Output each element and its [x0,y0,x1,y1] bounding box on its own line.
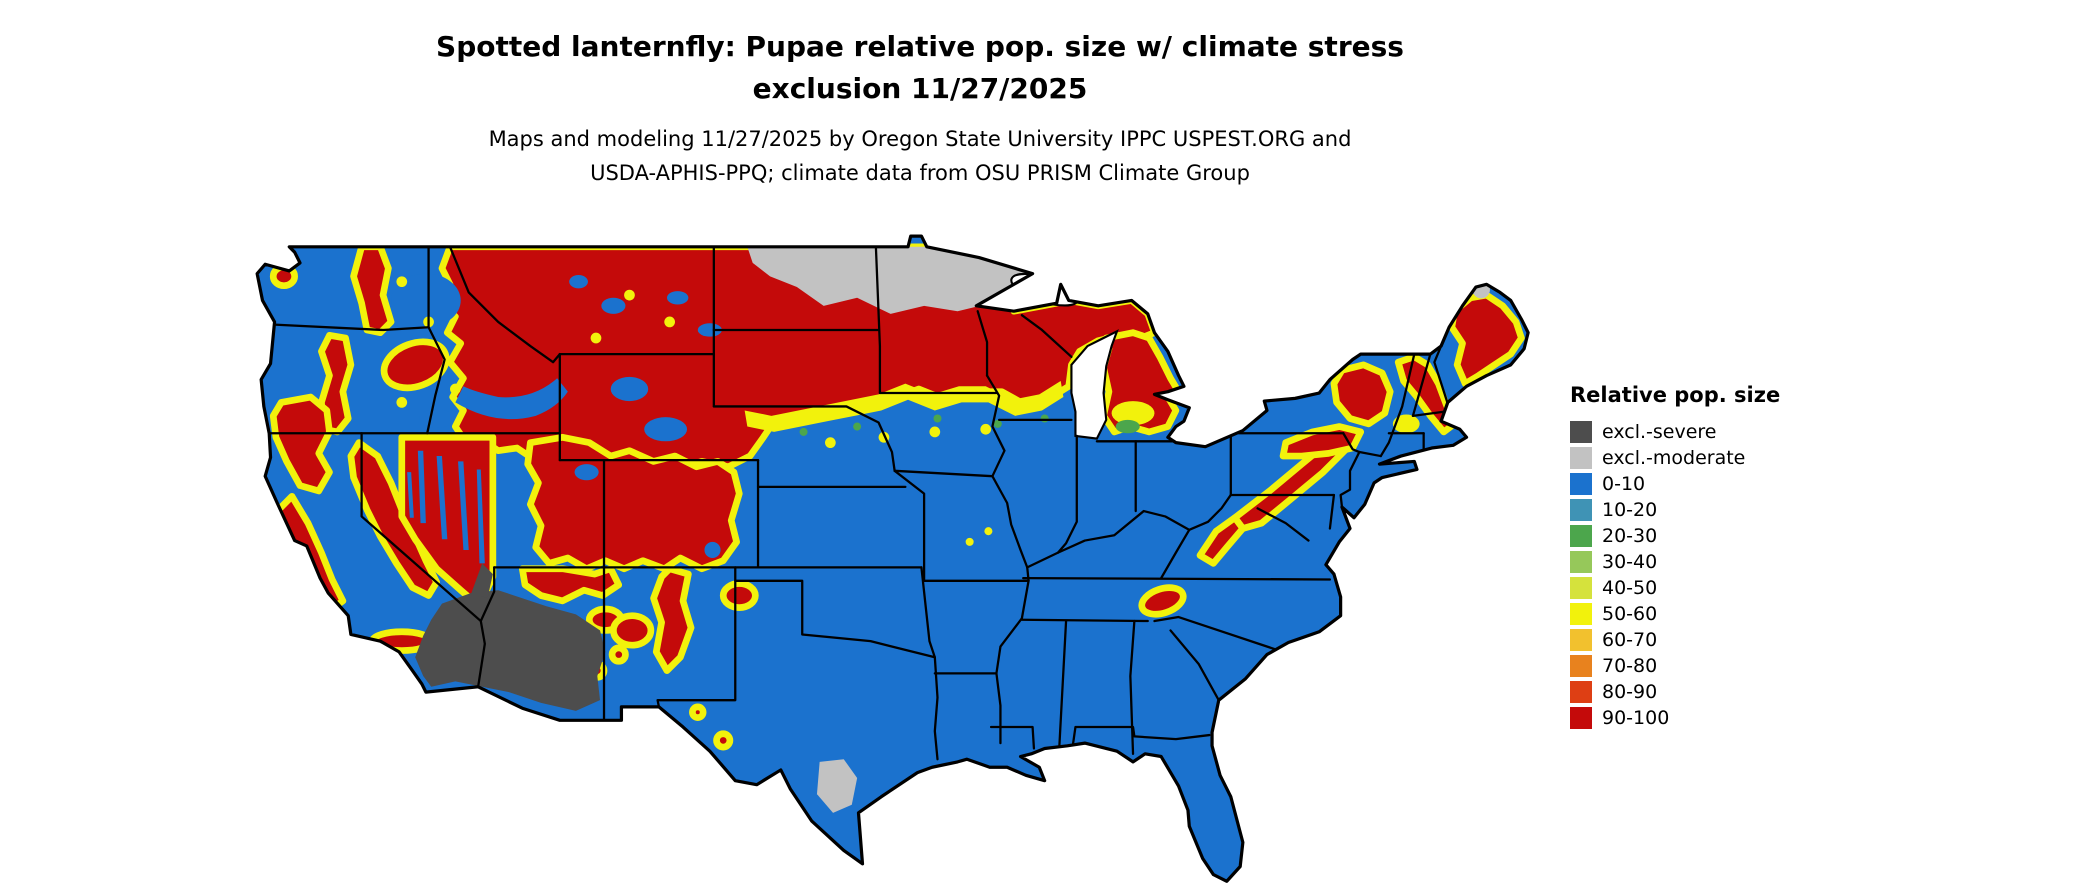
page-title: Spotted lanternfly: Pupae relative pop. … [0,26,1840,110]
legend-swatch [1570,525,1592,547]
legend-item: 0-10 [1570,471,1780,497]
page-subtitle-line1: Maps and modeling 11/27/2025 by Oregon S… [488,127,1352,151]
state-borders [268,245,1449,761]
legend-item: 30-40 [1570,549,1780,575]
legend-item: excl.-severe [1570,419,1780,445]
legend-item-label: 30-40 [1602,551,1658,573]
legend-swatch [1570,447,1592,469]
page-subtitle: Maps and modeling 11/27/2025 by Oregon S… [0,122,1840,190]
legend-swatch [1570,629,1592,651]
legend-item: 60-70 [1570,627,1780,653]
legend: Relative pop. size excl.-severe excl.-mo… [1570,383,1780,731]
legend-item: 70-80 [1570,653,1780,679]
legend-swatch [1570,655,1592,677]
legend-item-label: 50-60 [1602,603,1658,625]
legend-swatch [1570,551,1592,573]
map-exclusion-severe [415,563,606,711]
legend-swatch [1570,681,1592,703]
legend-item: 20-30 [1570,523,1780,549]
legend-item: excl.-moderate [1570,445,1780,471]
legend-item-label: 60-70 [1602,629,1658,651]
legend-swatch [1570,603,1592,625]
legend-item-label: 20-30 [1602,525,1658,547]
us-outline [255,234,1530,883]
legend-item: 50-60 [1570,601,1780,627]
legend-swatch [1570,707,1592,729]
legend-item-label: 10-20 [1602,499,1658,521]
legend-item: 80-90 [1570,679,1780,705]
legend-item-label: 40-50 [1602,577,1658,599]
legend-swatch [1570,499,1592,521]
page-title-line2: exclusion 11/27/2025 [752,72,1088,105]
legend-swatch [1570,421,1592,443]
legend-item-label: 90-100 [1602,707,1670,729]
page-subtitle-line2: USDA-APHIS-PPQ; climate data from OSU PR… [590,161,1250,185]
legend-title: Relative pop. size [1570,383,1781,407]
legend-items: excl.-severe excl.-moderate 0-10 10-20 2… [1570,419,1780,731]
map-low-pop-basins [391,273,722,564]
legend-item-label: 80-90 [1602,681,1658,703]
legend-item: 90-100 [1570,705,1780,731]
page-title-line1: Spotted lanternfly: Pupae relative pop. … [436,30,1404,63]
legend-item-label: 70-80 [1602,655,1658,677]
legend-swatch [1570,577,1592,599]
legend-item-label: excl.-severe [1602,421,1717,443]
legend-item: 40-50 [1570,575,1780,601]
legend-swatch [1570,473,1592,495]
legend-item: 10-20 [1570,497,1780,523]
legend-item-label: 0-10 [1602,473,1646,495]
legend-item-label: excl.-moderate [1602,447,1746,469]
